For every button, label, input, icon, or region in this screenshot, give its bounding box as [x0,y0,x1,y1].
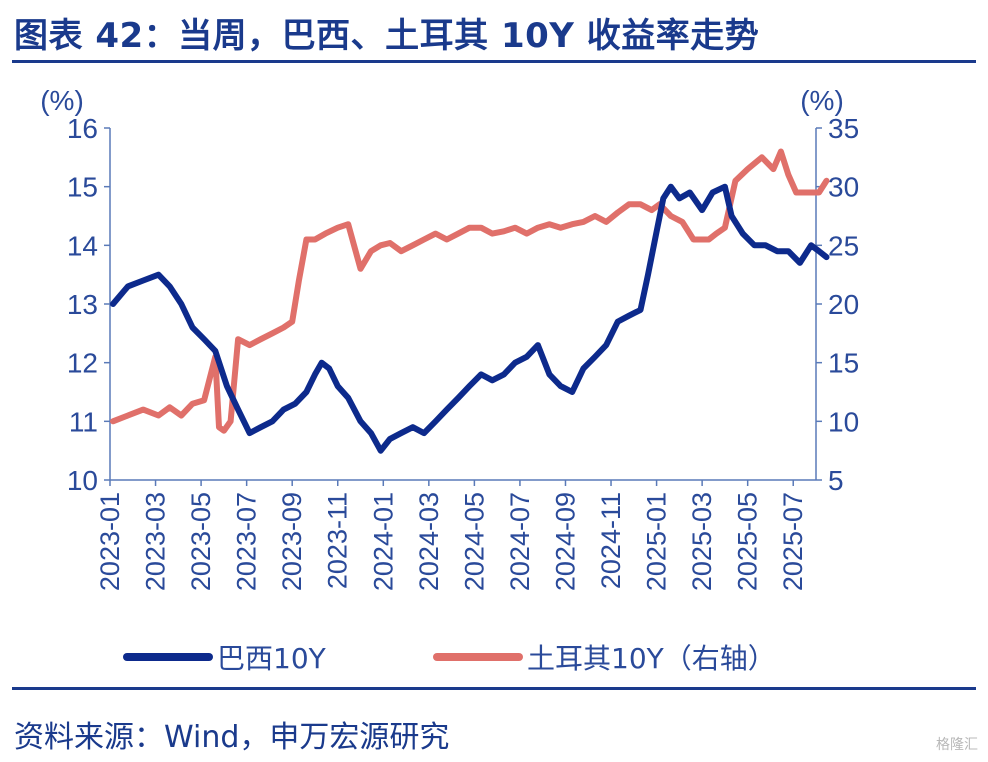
y-right-tick-label: 5 [828,465,844,496]
y-left-tick-label: 15 [67,172,98,203]
x-tick-label: 2024-07 [505,492,535,591]
y-left-tick-label: 12 [67,348,98,379]
page-title: 图表 42：当周，巴西、土耳其 10Y 收益率走势 [14,16,760,56]
title-rule [12,60,976,63]
x-tick-label: 2024-11 [596,492,626,589]
y-left-tick-label: 16 [67,113,98,144]
x-tick-label: 2024-03 [414,492,444,591]
legend-label: 土耳其10Y（右轴） [527,642,776,675]
source-note: 资料来源：Wind，申万宏源研究 [14,720,450,755]
series-line-right [110,148,830,434]
x-tick-label: 2024-01 [368,492,398,591]
y-left-tick-label: 14 [67,230,98,261]
y-right-tick-label: 25 [828,230,859,261]
y-left-tick-label: 13 [67,289,98,320]
x-tick-label: 2023-11 [323,492,353,589]
y-left-unit: (%) [40,85,84,116]
y-right-tick-label: 10 [828,406,859,437]
y-right-tick-label: 30 [828,172,859,203]
x-tick-label: 2024-09 [550,492,580,591]
y-right-tick-label: 35 [828,113,859,144]
chart-axes: (%) (%) 10 11 12 13 14 15 16 5 10 15 20 25 30 35 2023-01… [40,85,859,591]
x-tick-label: 2024-05 [459,492,489,591]
x-tick-label: 2023-07 [232,492,262,591]
x-tick-label: 2025-03 [687,492,717,591]
chart-plot-area [110,148,830,454]
chart-legend: 巴西10Y 土耳其10Y（右轴） [123,642,776,675]
x-tick-label: 2023-09 [277,492,307,591]
y-right-tick-label: 15 [828,348,859,379]
x-tick-label: 2025-01 [642,492,672,591]
x-tick-label: 2025-05 [733,492,763,591]
x-tick-label: 2023-01 [95,492,125,591]
footer-rule [12,687,976,690]
y-right-unit: (%) [800,85,844,116]
legend-label: 巴西10Y [217,642,327,675]
y-left-tick-label: 11 [69,406,98,437]
watermark: 格隆汇 [936,737,978,753]
y-right-tick-label: 20 [828,289,859,320]
x-tick-label: 2023-03 [141,492,171,591]
x-tick-label: 2025-07 [778,492,808,591]
y-left-tick-label: 10 [67,465,98,496]
series-line-left [110,183,830,454]
x-tick-label: 2023-05 [186,492,216,591]
